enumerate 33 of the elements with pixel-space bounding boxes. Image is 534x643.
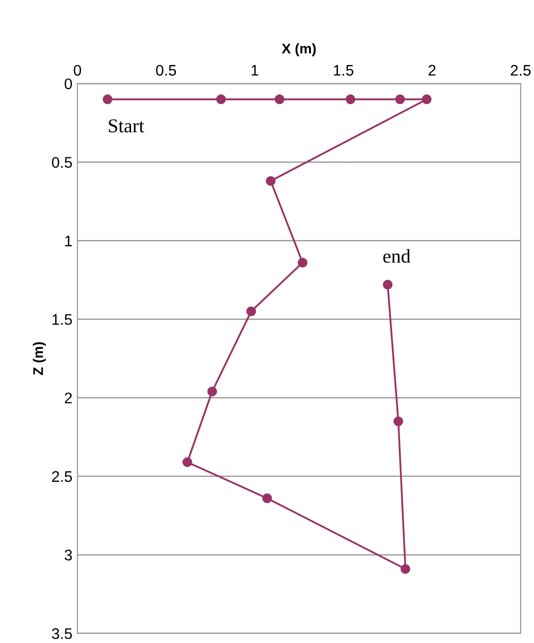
point [102, 94, 112, 104]
x-tick-label: 2.5 [510, 64, 531, 76]
x-tick-label: 1.5 [334, 65, 354, 76]
x-tick-label: 0.5 [156, 64, 176, 76]
point [422, 94, 432, 104]
point [393, 416, 404, 426]
y-tick-label: 3.5 [52, 628, 72, 640]
y-tick-label: 3 [64, 550, 72, 561]
y-tick-label: 0 [64, 78, 72, 90]
x-axis-title: X (m) [282, 43, 316, 56]
point [262, 493, 272, 504]
x-tick-label: 0 [74, 64, 82, 76]
y-tick-label: 1 [65, 236, 72, 246]
point [400, 564, 410, 574]
point [246, 306, 256, 316]
x-tick-label: 2 [428, 64, 436, 76]
y-tick-label: 1.5 [52, 314, 72, 325]
point [395, 94, 405, 104]
annotation: end [383, 249, 410, 263]
y-tick-label: 2 [64, 392, 72, 404]
point [207, 386, 218, 396]
point [346, 94, 356, 104]
y-tick-label: 2.5 [52, 471, 72, 482]
point [266, 176, 276, 186]
point [298, 258, 308, 268]
x-tick-label: 1 [252, 65, 258, 76]
y-axis-title: Z (m) [32, 342, 46, 376]
point [274, 94, 284, 104]
annotation: Start [108, 119, 144, 132]
point [182, 457, 192, 468]
y-tick-label: 0.5 [52, 156, 72, 168]
point [216, 94, 226, 104]
point [382, 280, 393, 290]
